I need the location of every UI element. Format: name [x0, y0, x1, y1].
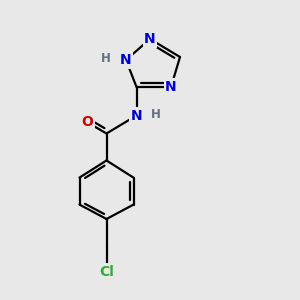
Text: N: N	[131, 109, 142, 122]
Text: N: N	[120, 53, 132, 67]
Text: H: H	[101, 52, 110, 65]
Text: Cl: Cl	[99, 265, 114, 279]
Text: O: O	[81, 115, 93, 129]
Text: N: N	[165, 80, 177, 94]
Text: H: H	[151, 108, 161, 121]
Text: N: N	[144, 32, 156, 46]
